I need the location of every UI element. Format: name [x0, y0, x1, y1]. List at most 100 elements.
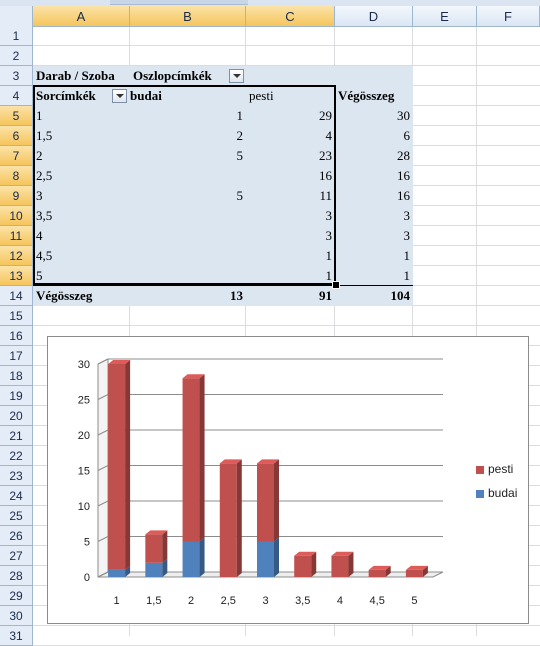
row-header-30[interactable]: 30 [0, 606, 33, 626]
row-header-31[interactable]: 31 [0, 626, 33, 646]
pivot-cell-total[interactable]: 3 [403, 228, 411, 243]
pivot-values-label[interactable]: Darab / Szoba [36, 68, 115, 83]
gridline-horizontal [33, 65, 540, 66]
row-header-13[interactable]: 13 [0, 266, 33, 286]
column-header-f[interactable]: F [477, 6, 540, 27]
pivot-cell-pesti[interactable]: 3 [325, 228, 333, 243]
pivot-filter-band [33, 66, 413, 86]
pivot-cell-total[interactable]: 16 [397, 188, 410, 203]
column-header-b[interactable]: B [130, 6, 246, 27]
pivot-grand-total-header[interactable]: Végösszeg [338, 88, 395, 103]
row-header-9[interactable]: 9 [0, 186, 33, 206]
row-header-16[interactable]: 16 [0, 326, 33, 346]
gridline-side [97, 465, 109, 471]
pivot-cell-total[interactable]: 30 [397, 108, 410, 123]
row-header-28[interactable]: 28 [0, 566, 33, 586]
gridline-side [97, 571, 109, 578]
fill-handle[interactable] [332, 281, 340, 289]
row-header-25[interactable]: 25 [0, 506, 33, 526]
bar-side-pesti-4,5 [385, 565, 391, 577]
pivot-total-grand[interactable]: 104 [390, 288, 411, 303]
row-header-7[interactable]: 7 [0, 146, 33, 166]
pivot-row-label[interactable]: 1 [36, 108, 43, 123]
row-header-8[interactable]: 8 [0, 166, 33, 186]
row-header-26[interactable]: 26 [0, 526, 33, 546]
column-header-c[interactable]: C [246, 6, 335, 27]
pivot-row-label[interactable]: 3,5 [36, 208, 53, 223]
row-header-18[interactable]: 18 [0, 366, 33, 386]
pivot-cell-total[interactable]: 3 [403, 208, 411, 223]
row-header-3[interactable]: 3 [0, 66, 33, 86]
y-tick-label: 30 [78, 359, 90, 371]
bar-side-pesti-5 [422, 565, 428, 577]
pivot-cell-budai[interactable]: 2 [236, 128, 244, 143]
pivot-row-label[interactable]: 4 [36, 228, 43, 243]
pivot-col-pesti[interactable]: pesti [249, 88, 274, 103]
pivot-row-labels-caption[interactable]: Sorcímkék [36, 88, 96, 103]
row-filter-dropdown-icon[interactable] [112, 89, 127, 103]
row-header-24[interactable]: 24 [0, 486, 33, 506]
row-header-4[interactable]: 4 [0, 86, 33, 106]
legend-label-pesti: pesti [488, 462, 514, 476]
row-header-20[interactable]: 20 [0, 406, 33, 426]
pivot-cell-pesti[interactable]: 3 [325, 208, 333, 223]
pivot-row-label[interactable]: 4,5 [36, 248, 53, 263]
row-header-27[interactable]: 27 [0, 546, 33, 566]
pivot-row-label[interactable]: 2 [36, 148, 43, 163]
pivot-total-label[interactable]: Végösszeg [36, 288, 93, 303]
pivot-cell-pesti[interactable]: 16 [319, 168, 332, 183]
row-header-5[interactable]: 5 [0, 106, 33, 126]
pivot-total-pesti[interactable]: 91 [319, 288, 332, 303]
legend-entry-budai[interactable]: budai [476, 486, 517, 500]
pivot-col-labels-caption[interactable]: Oszlopcímkék [133, 68, 212, 83]
pivot-col-budai[interactable]: budai [130, 88, 162, 103]
y-tick-label: 5 [84, 537, 90, 549]
bar-pesti-4,5 [368, 569, 386, 577]
pivot-cell-total[interactable]: 1 [403, 268, 411, 283]
column-filter-dropdown-icon[interactable] [229, 69, 244, 83]
row-header-11[interactable]: 11 [0, 226, 33, 246]
pivot-cell-pesti[interactable]: 11 [319, 188, 332, 203]
pivot-cell-total[interactable]: 16 [397, 168, 410, 183]
pivot-cell-budai[interactable]: 5 [236, 188, 244, 203]
pivot-cell-pesti[interactable]: 1 [325, 248, 333, 263]
x-tick-label-3,5: 3,5 [295, 595, 310, 607]
row-header-23[interactable]: 23 [0, 466, 33, 486]
bar-side-pesti-3,5 [311, 551, 317, 577]
pivot-cell-budai[interactable]: 1 [236, 108, 244, 123]
pivot-row-label[interactable]: 3 [36, 188, 43, 203]
row-header-10[interactable]: 10 [0, 206, 33, 226]
row-header-21[interactable]: 21 [0, 426, 33, 446]
bar-top-1,5 [145, 530, 168, 535]
pivot-total-budai[interactable]: 13 [230, 288, 243, 303]
row-header-29[interactable]: 29 [0, 586, 33, 606]
pivot-cell-total[interactable]: 28 [397, 148, 410, 163]
column-header-a[interactable]: A [33, 6, 130, 27]
pivot-cell-pesti[interactable]: 4 [325, 128, 333, 143]
pivot-row-label[interactable]: 2,5 [36, 168, 53, 183]
pivot-cell-total[interactable]: 1 [403, 248, 411, 263]
row-header-15[interactable]: 15 [0, 306, 33, 326]
row-header-12[interactable]: 12 [0, 246, 33, 266]
row-header-22[interactable]: 22 [0, 446, 33, 466]
column-header-d[interactable]: D [335, 6, 413, 27]
row-header-14[interactable]: 14 [0, 286, 33, 306]
pivot-cell-budai[interactable]: 5 [236, 148, 244, 163]
pivot-cell-pesti[interactable]: 1 [325, 268, 333, 283]
gridline-vertical [334, 27, 335, 636]
pivot-chart[interactable]: 0 5 10 15 20 25 30 1 1,5 2 2,5 3 3,5 4 4,5 5 pesti buda… [47, 336, 529, 624]
row-header-6[interactable]: 6 [0, 126, 33, 146]
row-header-17[interactable]: 17 [0, 346, 33, 366]
pivot-row-label[interactable]: 1,5 [36, 128, 53, 143]
pivot-row-label[interactable]: 5 [36, 268, 43, 283]
pivot-cell-pesti[interactable]: 29 [319, 108, 332, 123]
pivot-cell-total[interactable]: 6 [403, 128, 411, 143]
name-box-edge[interactable] [110, 0, 248, 5]
row-header-1[interactable]: 1 [0, 26, 33, 46]
legend-entry-pesti[interactable]: pesti [476, 462, 513, 476]
select-all-corner[interactable] [0, 6, 33, 27]
column-header-e[interactable]: E [413, 6, 477, 27]
row-header-2[interactable]: 2 [0, 46, 33, 66]
row-header-19[interactable]: 19 [0, 386, 33, 406]
pivot-cell-pesti[interactable]: 23 [319, 148, 332, 163]
